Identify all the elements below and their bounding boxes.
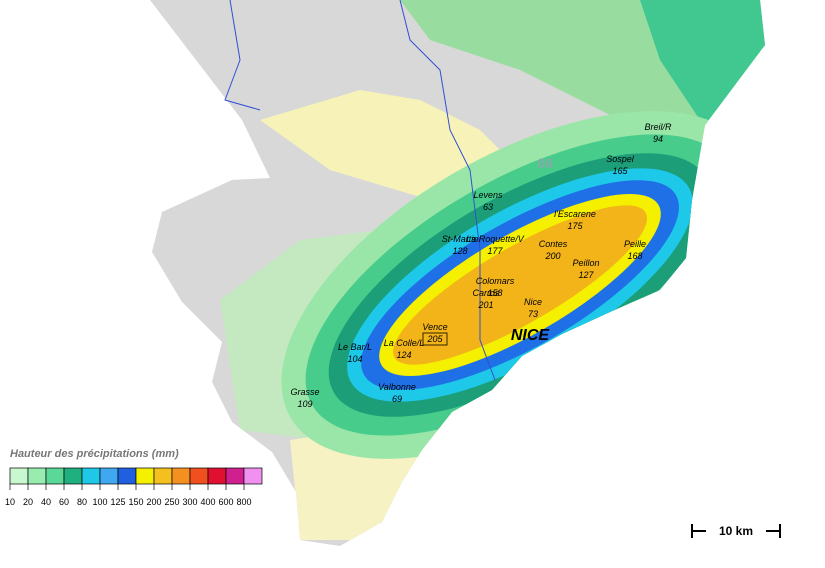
station-value: 128 <box>452 246 467 256</box>
legend-tick-label: 150 <box>128 497 143 507</box>
station-value: 69 <box>392 394 402 404</box>
legend-tick-label: 100 <box>92 497 107 507</box>
station-value: 175 <box>567 221 583 231</box>
legend-tick-label: 60 <box>59 497 69 507</box>
station-name: Peille <box>624 239 646 249</box>
station-name: Vence <box>422 322 447 332</box>
station-value: 177 <box>487 246 503 256</box>
station-name: Valbonne <box>378 382 416 392</box>
station-value: 205 <box>426 334 443 344</box>
scale-bar <box>691 524 781 538</box>
station-name: Le Bar/L <box>338 342 372 352</box>
station-name: Contes <box>539 239 568 249</box>
station-name: La Colle/L <box>384 338 425 348</box>
station-name: Grasse <box>290 387 319 397</box>
max-box <box>422 332 448 346</box>
station-value: 201 <box>477 300 493 310</box>
station-value: 124 <box>396 350 411 360</box>
station-name: St-Martin <box>442 234 479 244</box>
legend-tick-label: 20 <box>23 497 33 507</box>
city-label: NICE <box>511 327 551 344</box>
station-name: La Roquette/V <box>466 234 525 244</box>
legend-tick-label: 200 <box>146 497 161 507</box>
legend-scale <box>9 467 263 485</box>
legend-tick-label: 125 <box>110 497 125 507</box>
station-name: Colomars <box>476 276 515 286</box>
station-name: l'Escarene <box>554 209 596 219</box>
station-value: 94 <box>653 134 663 144</box>
legend-tick-label: 80 <box>77 497 87 507</box>
station-value: 104 <box>347 354 362 364</box>
station-name: Nice <box>524 297 542 307</box>
station-name: Levens <box>473 190 503 200</box>
rivers <box>224 0 496 381</box>
legend-tick-label: 40 <box>41 497 51 507</box>
station-value: 158 <box>487 288 502 298</box>
legend-tick-label: 400 <box>200 497 215 507</box>
station-name: Carros <box>472 288 500 298</box>
station-value: 127 <box>578 270 594 280</box>
legend-title: Hauteur des précipitations (mm) <box>10 448 179 460</box>
station-name: Sospel <box>606 154 635 164</box>
legend-tick-label: 800 <box>236 497 251 507</box>
station-value: 165 <box>612 166 628 176</box>
station-name: Breil/R <box>644 122 672 132</box>
station-value: 168 <box>627 251 642 261</box>
station-value: 109 <box>297 399 312 409</box>
legend-tick-label: 10 <box>5 497 15 507</box>
station-value: 73 <box>528 309 538 319</box>
legend-tick-label: 300 <box>182 497 197 507</box>
stations: Breil/R 94 Sospel 165 Levens 63 l'Escarene 175 S… <box>290 122 672 409</box>
department-label: 06 <box>537 155 553 171</box>
station-value: 200 <box>544 251 560 261</box>
scale-label: 10 km <box>719 524 753 538</box>
station-name: Peillon <box>572 258 599 268</box>
station-value: 63 <box>483 202 493 212</box>
legend-tick-label: 600 <box>218 497 233 507</box>
legend-tick-label: 250 <box>164 497 179 507</box>
legend-ticks: 10 20 40 60 80 100 125 150 200 250 300 400 600 800 <box>5 484 252 507</box>
